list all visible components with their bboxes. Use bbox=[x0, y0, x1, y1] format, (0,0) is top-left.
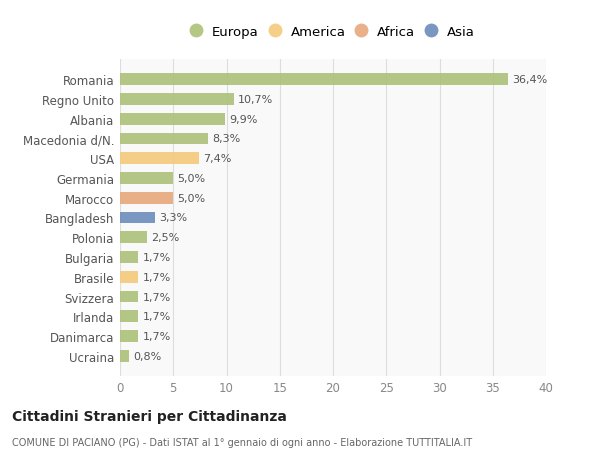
Text: 1,7%: 1,7% bbox=[142, 331, 170, 341]
Text: 8,3%: 8,3% bbox=[212, 134, 241, 144]
Bar bbox=[120, 271, 138, 283]
Bar bbox=[120, 232, 146, 244]
Text: 9,9%: 9,9% bbox=[230, 114, 258, 124]
Bar bbox=[120, 173, 173, 185]
Bar bbox=[120, 252, 138, 263]
Bar bbox=[120, 330, 138, 342]
Bar bbox=[120, 94, 234, 106]
Bar bbox=[120, 113, 226, 125]
Text: 1,7%: 1,7% bbox=[142, 252, 170, 263]
Text: 7,4%: 7,4% bbox=[203, 154, 232, 164]
Bar bbox=[120, 192, 173, 204]
Text: 10,7%: 10,7% bbox=[238, 95, 274, 105]
Bar bbox=[120, 74, 508, 86]
Bar bbox=[120, 291, 138, 303]
Text: 2,5%: 2,5% bbox=[151, 233, 179, 243]
Text: Cittadini Stranieri per Cittadinanza: Cittadini Stranieri per Cittadinanza bbox=[12, 409, 287, 423]
Bar bbox=[120, 133, 208, 145]
Text: 1,7%: 1,7% bbox=[142, 292, 170, 302]
Bar bbox=[120, 212, 155, 224]
Text: 5,0%: 5,0% bbox=[178, 174, 206, 184]
Text: 1,7%: 1,7% bbox=[142, 312, 170, 322]
Text: COMUNE DI PACIANO (PG) - Dati ISTAT al 1° gennaio di ogni anno - Elaborazione TU: COMUNE DI PACIANO (PG) - Dati ISTAT al 1… bbox=[12, 437, 472, 447]
Text: 1,7%: 1,7% bbox=[142, 272, 170, 282]
Bar bbox=[120, 350, 128, 362]
Legend: Europa, America, Africa, Asia: Europa, America, Africa, Asia bbox=[187, 22, 479, 43]
Bar bbox=[120, 153, 199, 165]
Text: 5,0%: 5,0% bbox=[178, 193, 206, 203]
Text: 3,3%: 3,3% bbox=[160, 213, 188, 223]
Text: 36,4%: 36,4% bbox=[512, 75, 547, 85]
Bar bbox=[120, 311, 138, 323]
Text: 0,8%: 0,8% bbox=[133, 351, 161, 361]
